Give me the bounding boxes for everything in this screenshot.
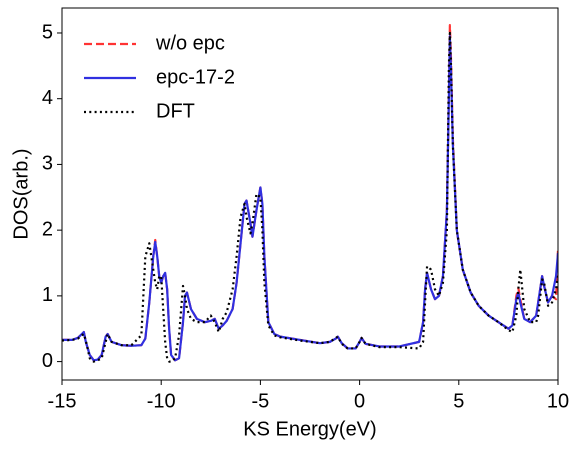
legend-label: epc-17-2 [156, 66, 235, 88]
y-tick-label: 2 [42, 218, 53, 240]
x-axis-label: KS Energy(eV) [243, 418, 376, 440]
x-tick-label: -10 [147, 390, 176, 412]
y-tick-label: 0 [42, 350, 53, 372]
y-tick-label: 1 [42, 284, 53, 306]
y-tick-label: 5 [42, 21, 53, 43]
x-tick-label: 5 [453, 390, 464, 412]
legend-label: DFT [156, 100, 195, 122]
x-tick-label: -15 [48, 390, 77, 412]
y-tick-label: 3 [42, 153, 53, 175]
series-line [62, 31, 558, 363]
x-tick-label: 10 [547, 390, 569, 412]
y-axis-label: DOS(arb.) [10, 148, 32, 239]
plot-frame [61, 7, 559, 381]
x-tick-label: 0 [354, 390, 365, 412]
legend-label: w/o epc [155, 32, 225, 54]
y-tick-label: 4 [42, 87, 53, 109]
x-tick-label: -5 [252, 390, 270, 412]
